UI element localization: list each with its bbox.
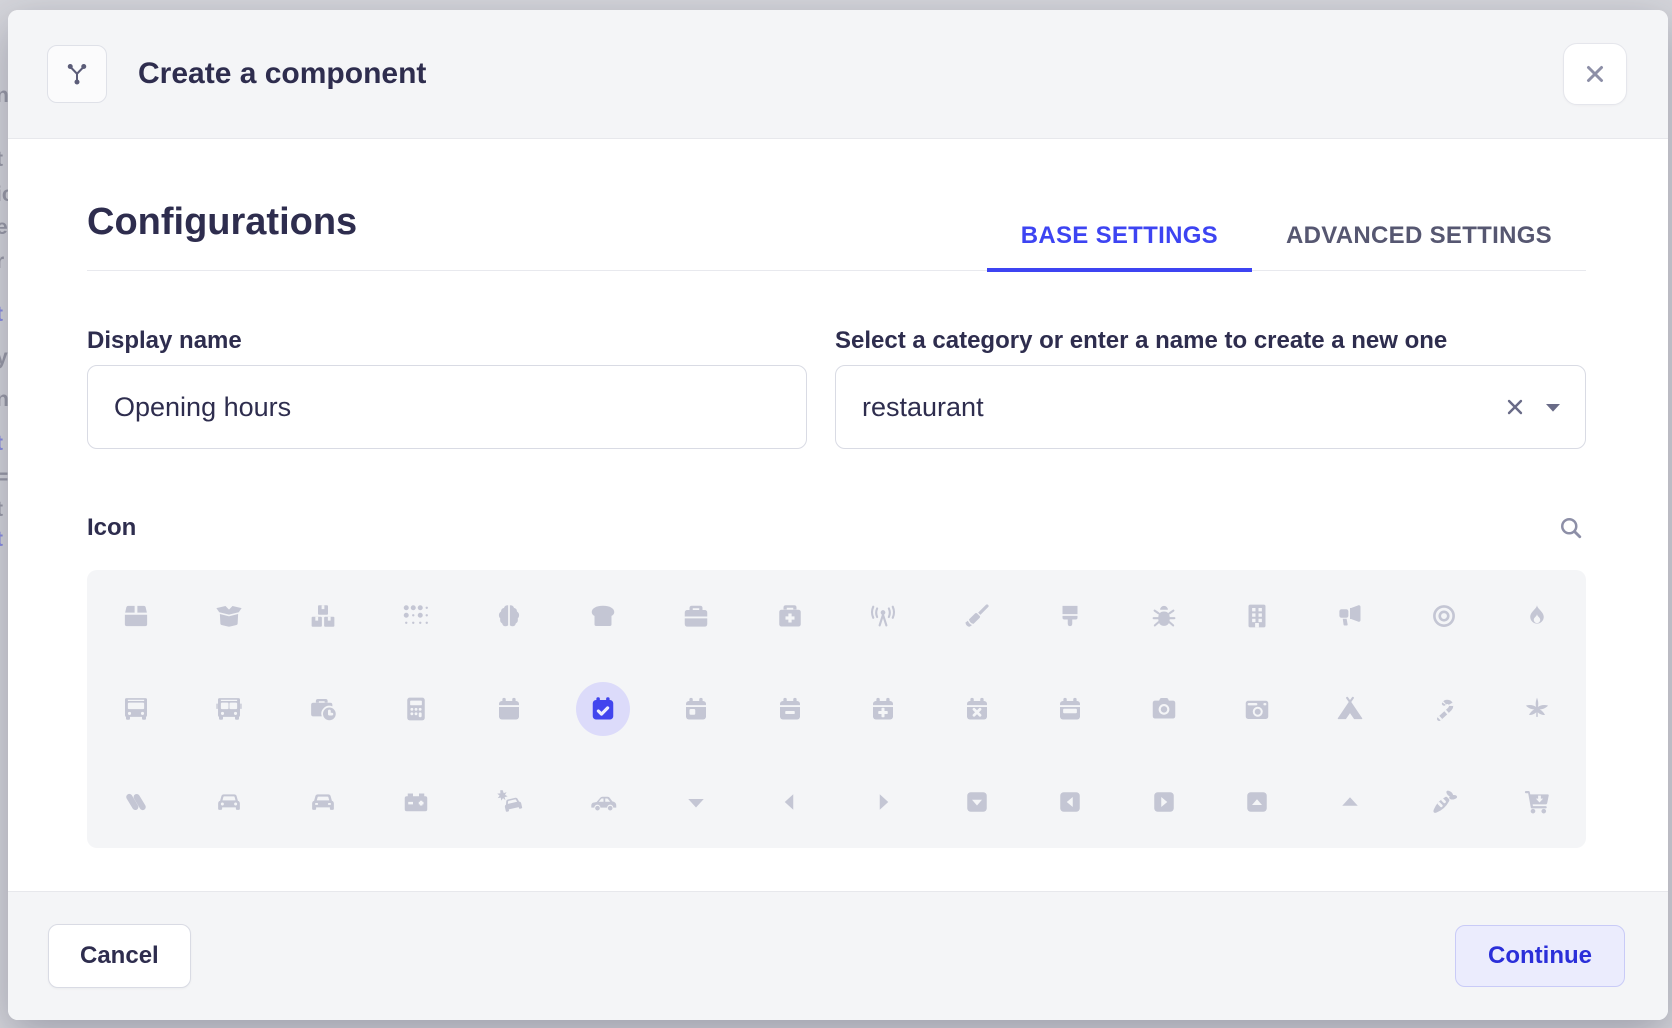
close-button[interactable]	[1563, 43, 1627, 105]
dropdown-caret-icon[interactable]	[1545, 403, 1561, 412]
broadcast-tower-icon[interactable]	[837, 570, 930, 663]
clear-selection-icon[interactable]	[1501, 393, 1529, 421]
box-open-icon[interactable]	[182, 570, 275, 663]
fields-row: Display name Select a category or enter …	[87, 327, 1586, 449]
brush-icon[interactable]	[1023, 570, 1116, 663]
camera-retro-icon[interactable]	[1210, 663, 1303, 756]
category-select[interactable]: restaurant	[835, 365, 1586, 449]
car-crash-icon[interactable]	[463, 755, 556, 848]
background-fragment: n	[0, 84, 9, 107]
briefcase-icon[interactable]	[650, 570, 743, 663]
calendar-check-icon[interactable]	[556, 663, 649, 756]
braille-icon[interactable]	[369, 570, 462, 663]
car-side-icon[interactable]	[556, 755, 649, 848]
candy-cane-icon[interactable]	[1397, 663, 1490, 756]
display-name-input[interactable]	[87, 365, 807, 449]
caret-square-down-icon[interactable]	[930, 755, 1023, 848]
search-icon[interactable]	[1556, 513, 1586, 543]
background-fragment: n	[0, 388, 9, 411]
box-icon[interactable]	[89, 570, 182, 663]
cart-arrow-down-icon[interactable]	[1491, 755, 1584, 848]
capsules-icon[interactable]	[89, 755, 182, 848]
category-field: Select a category or enter a name to cre…	[835, 327, 1586, 449]
caret-right-icon[interactable]	[837, 755, 930, 848]
background-fragment: t	[0, 498, 3, 522]
background-fragment: t	[0, 148, 3, 172]
component-icon	[47, 45, 107, 103]
section-heading: Configurations	[87, 201, 358, 243]
calendar-week-icon[interactable]	[1023, 663, 1116, 756]
calendar-times-icon[interactable]	[930, 663, 1023, 756]
background-fragment: y	[0, 346, 8, 369]
tab-base-settings[interactable]: BASE SETTINGS	[986, 222, 1252, 272]
caret-up-icon[interactable]	[1304, 755, 1397, 848]
tab-advanced-settings[interactable]: ADVANCED SETTINGS	[1285, 222, 1552, 249]
category-label: Select a category or enter a name to cre…	[835, 327, 1448, 354]
camera-icon[interactable]	[1117, 663, 1210, 756]
background-fragment: r	[0, 250, 5, 273]
bus-icon[interactable]	[89, 663, 182, 756]
caret-left-icon[interactable]	[743, 755, 836, 848]
brain-icon[interactable]	[463, 570, 556, 663]
background-fragment: t	[0, 303, 3, 327]
bread-slice-icon[interactable]	[556, 570, 649, 663]
bus-alt-icon[interactable]	[182, 663, 275, 756]
business-time-icon[interactable]	[276, 663, 369, 756]
briefcase-medical-icon[interactable]	[743, 570, 836, 663]
create-component-modal: Create a component Configurations BASE S…	[8, 10, 1668, 1020]
caret-square-left-icon[interactable]	[1023, 755, 1116, 848]
icon-label: Icon	[87, 514, 137, 541]
burn-icon[interactable]	[1491, 570, 1584, 663]
calendar-minus-icon[interactable]	[743, 663, 836, 756]
background-fragment: e	[0, 216, 8, 239]
close-icon	[1580, 59, 1610, 89]
settings-tabs: BASE SETTINGS ADVANCED SETTINGS	[986, 222, 1586, 272]
caret-square-right-icon[interactable]	[1117, 755, 1210, 848]
car-battery-icon[interactable]	[369, 755, 462, 848]
boxes-icon[interactable]	[276, 570, 369, 663]
calendar-day-icon[interactable]	[650, 663, 743, 756]
car-icon[interactable]	[182, 755, 275, 848]
category-value: restaurant	[862, 391, 984, 422]
background-fragment: t	[0, 432, 3, 456]
calendar-plus-icon[interactable]	[837, 663, 930, 756]
modal-body: Configurations BASE SETTINGS ADVANCED SET…	[8, 139, 1668, 891]
modal-header: Create a component	[8, 10, 1668, 139]
bullhorn-icon[interactable]	[1304, 570, 1397, 663]
cancel-button[interactable]: Cancel	[48, 924, 191, 988]
background-fragment: t	[0, 528, 3, 552]
icon-section-header: Icon	[87, 513, 1586, 543]
calculator-icon[interactable]	[369, 663, 462, 756]
continue-button[interactable]: Continue	[1455, 925, 1625, 987]
broom-icon[interactable]	[930, 570, 1023, 663]
carrot-icon[interactable]	[1397, 755, 1490, 848]
bug-icon[interactable]	[1117, 570, 1210, 663]
building-icon[interactable]	[1210, 570, 1303, 663]
cannabis-icon[interactable]	[1491, 663, 1584, 756]
modal-title: Create a component	[138, 57, 427, 90]
icon-grid	[87, 570, 1586, 848]
modal-footer: Cancel Continue	[8, 891, 1668, 1020]
display-name-field: Display name	[87, 327, 807, 449]
display-name-label: Display name	[87, 327, 242, 354]
caret-down-icon[interactable]	[650, 755, 743, 848]
config-row: Configurations BASE SETTINGS ADVANCED SET…	[87, 201, 1586, 272]
bullseye-icon[interactable]	[1397, 570, 1490, 663]
background-fragment: =	[0, 466, 9, 489]
campground-icon[interactable]	[1304, 663, 1397, 756]
caret-square-up-icon[interactable]	[1210, 755, 1303, 848]
car-alt-icon[interactable]	[276, 755, 369, 848]
selected-icon-highlight	[575, 681, 630, 736]
calendar-icon[interactable]	[463, 663, 556, 756]
